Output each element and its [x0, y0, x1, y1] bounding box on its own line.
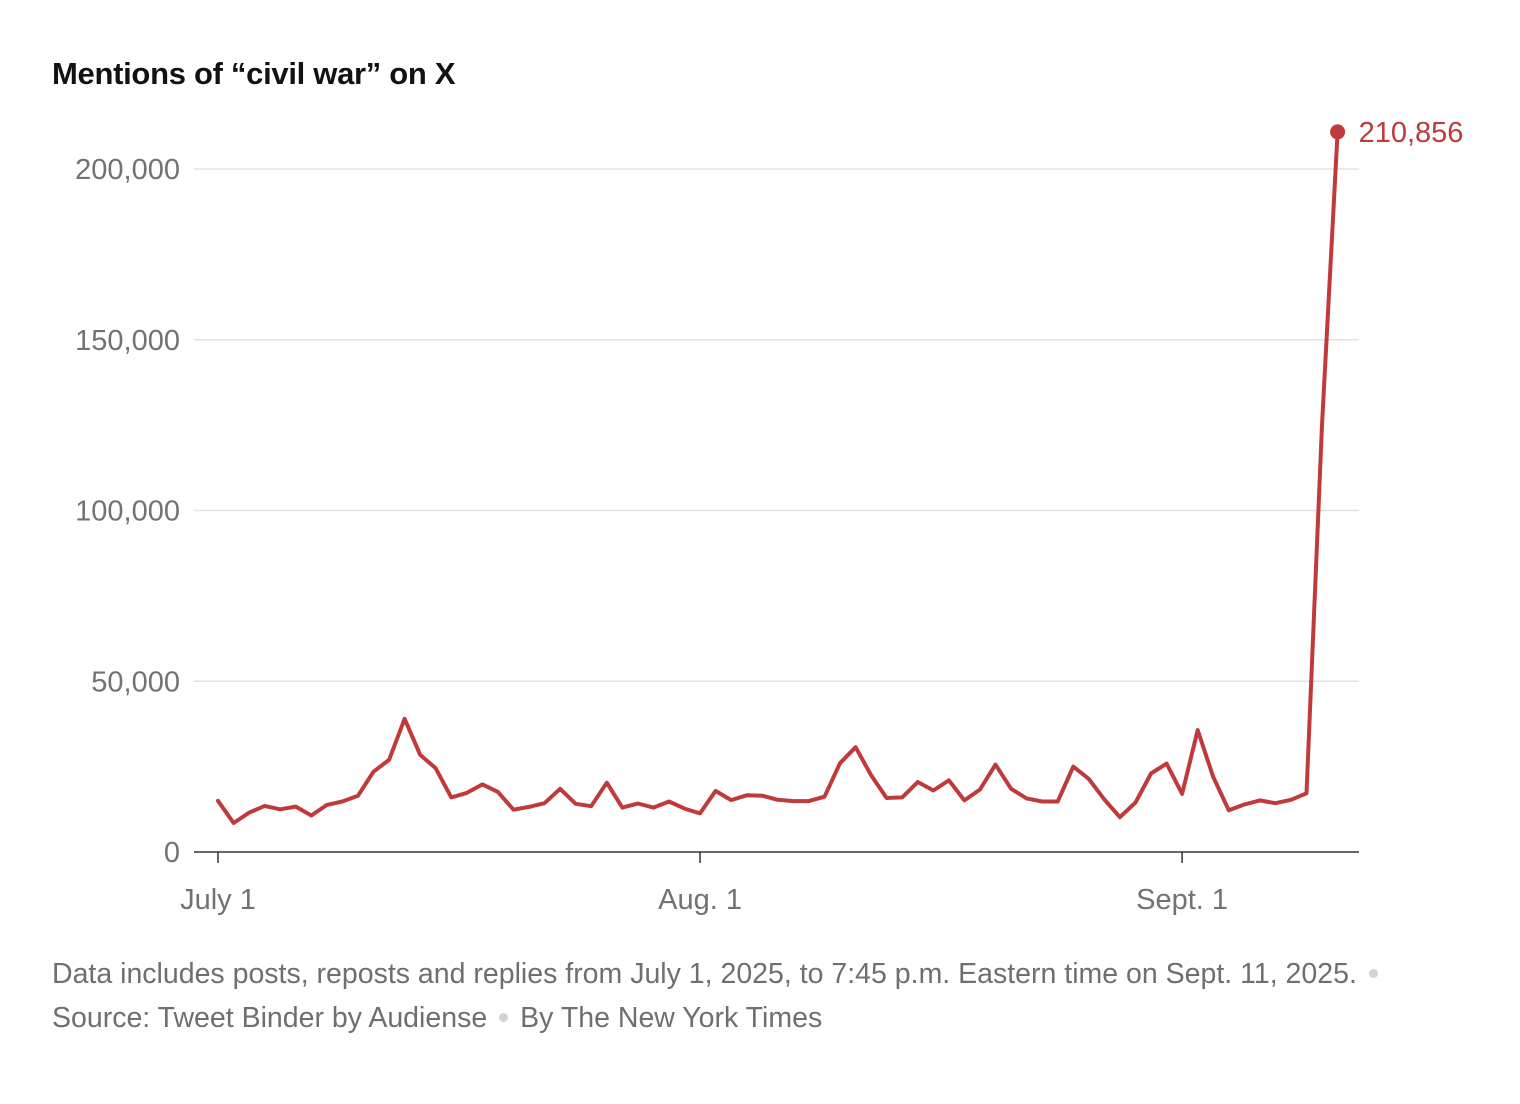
- footnote-credit: By The New York Times: [520, 1002, 823, 1034]
- series-line: [216, 129, 1340, 825]
- y-tick-label: 0: [164, 837, 180, 869]
- separator-dot: [1368, 968, 1378, 978]
- end-point-marker: [1330, 124, 1346, 140]
- x-tick-label: Aug. 1: [658, 884, 742, 916]
- x-tick-label: July 1: [180, 884, 256, 916]
- footnote-source: Source: Tweet Binder by Audiense: [52, 1002, 488, 1034]
- end-value-label: 210,856: [1359, 117, 1464, 149]
- line-chart: 0 50,000 100,000 150,000 200,000 July 1 Aug. …: [75, 117, 1464, 916]
- x-tick-label: Sept. 1: [1136, 884, 1228, 916]
- y-tick-label: 100,000: [75, 496, 180, 528]
- y-tick-label: 150,000: [75, 325, 180, 357]
- y-axis-ticks: 0 50,000 100,000 150,000 200,000: [75, 154, 180, 869]
- chart-footnote: Data includes posts, reposts and replies…: [52, 952, 1472, 1040]
- chart-title: Mentions of “civil war” on X: [52, 56, 456, 91]
- series-group: 210,856: [216, 117, 1464, 825]
- footnote-text: Data includes posts, reposts and replies…: [52, 958, 1357, 990]
- gridlines: [194, 168, 1359, 682]
- separator-dot: [499, 1012, 509, 1022]
- y-tick-label: 50,000: [91, 666, 180, 698]
- x-axis-ticks: July 1 Aug. 1 Sept. 1: [180, 852, 1228, 916]
- y-tick-label: 200,000: [75, 154, 180, 186]
